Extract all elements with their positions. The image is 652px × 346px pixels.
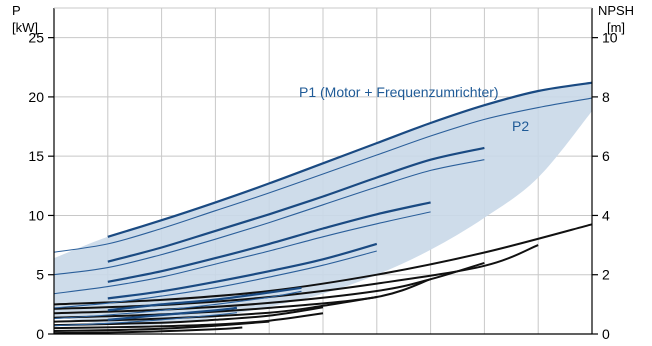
p2-curve-1 (53, 97, 593, 253)
left-tick-label: 20 (28, 89, 44, 105)
p2-curve-3 (53, 211, 431, 295)
p2-curve-2 (53, 159, 485, 276)
left-tick-label: 15 (28, 148, 44, 164)
right-tick-label: 2 (602, 267, 610, 283)
npsh-curve-6 (53, 306, 324, 327)
p2-curve-4 (53, 250, 377, 309)
p1-curve-4 (107, 242, 378, 300)
right-tick-label: 0 (602, 326, 610, 341)
p2-curve-5 (53, 290, 302, 320)
left-tick-label: 10 (28, 207, 44, 223)
p1-curve-6 (107, 306, 238, 321)
left-axis-label-line2: [kW] (12, 20, 38, 35)
right-tick-label: 4 (602, 207, 610, 223)
right-axis-label-line1: NPSH (598, 3, 634, 18)
npsh-curve-3 (53, 261, 485, 315)
p2-curves (53, 97, 593, 327)
p1-curves (107, 81, 593, 321)
npsh-curve-8 (53, 320, 270, 332)
npsh-curve-9 (53, 326, 243, 335)
annotation-p1: P1 (Motor + Frequenzumrichter) (299, 84, 499, 100)
left-tick-label: 25 (28, 30, 44, 46)
p1-curve-2 (107, 146, 485, 263)
right-axis-label-line2: [m] (607, 20, 625, 35)
right-tick-label: 10 (602, 30, 618, 46)
npsh-curve-7 (53, 312, 324, 330)
tick-labels: 0 5 10 15 20 25 0 2 4 6 8 10 (28, 30, 618, 342)
axis-frame (48, 7, 598, 335)
p1-curve-5 (107, 286, 302, 312)
p1-curve-1 (107, 81, 593, 238)
p2-curve-6 (53, 312, 237, 327)
left-tick-label: 0 (36, 326, 44, 341)
npsh-curve-4 (53, 278, 431, 319)
annotation-p2: P2 (512, 118, 529, 134)
right-tick-label: 8 (602, 89, 610, 105)
npsh-curve-1 (53, 223, 593, 306)
left-axis-label-line1: P (12, 3, 21, 18)
p1-curve-3 (107, 201, 431, 283)
right-tick-label: 6 (602, 148, 610, 164)
left-tick-label: 5 (36, 267, 44, 283)
